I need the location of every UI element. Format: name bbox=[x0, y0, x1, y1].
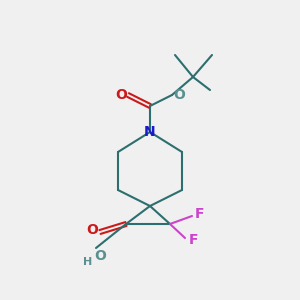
Text: N: N bbox=[144, 125, 156, 139]
Text: O: O bbox=[115, 88, 127, 102]
Text: O: O bbox=[86, 223, 98, 237]
Text: O: O bbox=[94, 249, 106, 263]
Text: F: F bbox=[195, 207, 205, 221]
Text: H: H bbox=[83, 257, 93, 267]
Text: F: F bbox=[188, 233, 198, 247]
Text: O: O bbox=[173, 88, 185, 102]
